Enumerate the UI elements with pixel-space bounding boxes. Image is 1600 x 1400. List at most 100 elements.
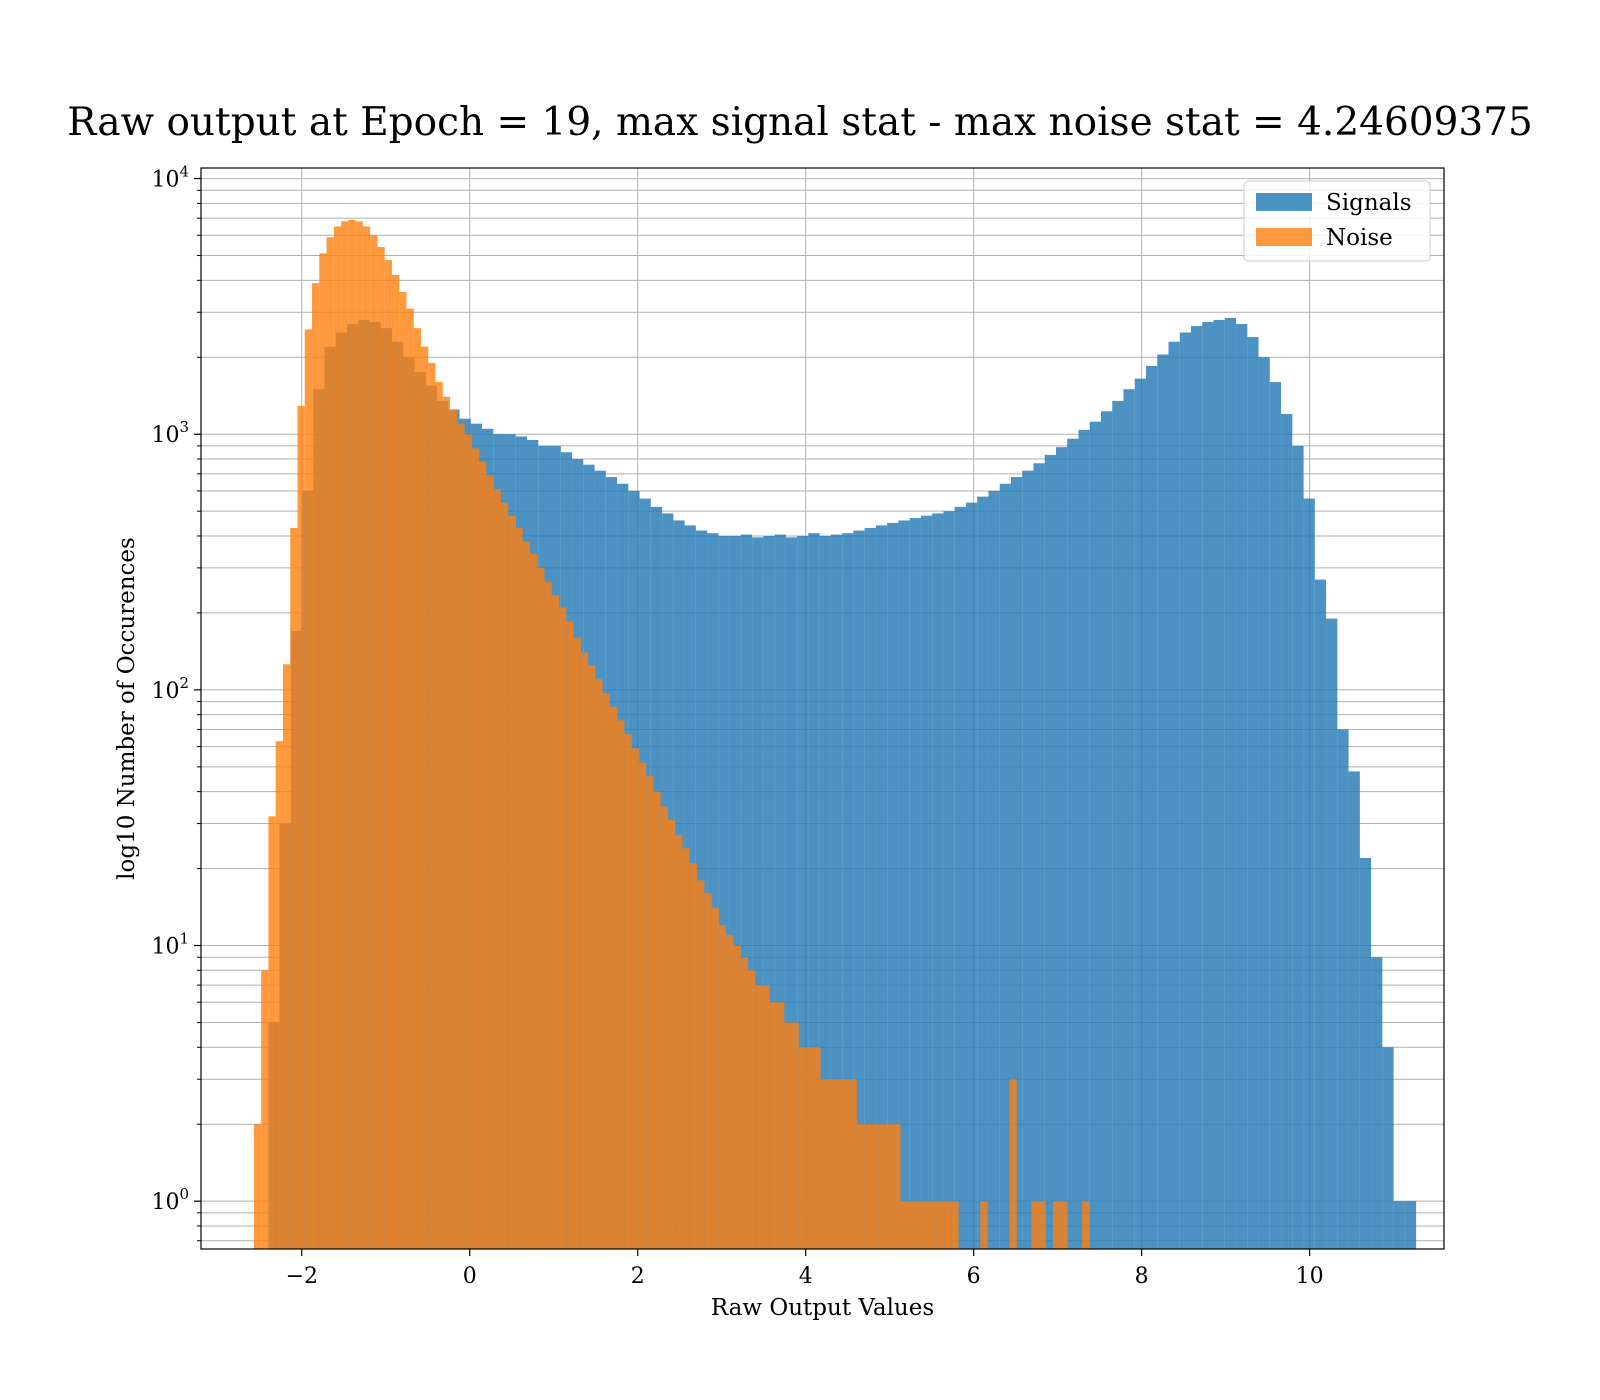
signals-bar bbox=[1393, 1201, 1405, 1249]
noise-bar bbox=[326, 237, 334, 1250]
noise-bar bbox=[835, 1079, 843, 1249]
signals-bar bbox=[887, 522, 899, 1249]
signals-bar bbox=[1055, 447, 1068, 1249]
noise-bar bbox=[878, 1124, 886, 1249]
legend-swatch-noise bbox=[1256, 228, 1312, 246]
noise-bar bbox=[776, 1002, 785, 1249]
noise-bar bbox=[319, 253, 327, 1249]
legend-swatch-signals bbox=[1256, 193, 1312, 211]
noise-bar bbox=[726, 934, 734, 1249]
noise-bars bbox=[253, 219, 1090, 1250]
noise-bar bbox=[1053, 1201, 1061, 1249]
signals-bar bbox=[1123, 389, 1135, 1249]
noise-bar bbox=[515, 527, 523, 1249]
signals-bar bbox=[1224, 317, 1237, 1249]
noise-bar bbox=[529, 554, 538, 1249]
signals-bar bbox=[965, 502, 978, 1250]
noise-bar bbox=[784, 1022, 792, 1249]
noise-bar bbox=[951, 1201, 959, 1249]
noise-bar bbox=[602, 693, 610, 1249]
x-axis-ticks: −2 0 2 4 6 8 10 bbox=[286, 1249, 1324, 1289]
noise-bar bbox=[391, 274, 400, 1249]
noise-bar bbox=[871, 1124, 879, 1249]
signals-bar bbox=[1258, 357, 1270, 1249]
noise-bar bbox=[820, 1079, 828, 1249]
signals-bar bbox=[898, 520, 910, 1249]
signals-bar bbox=[1326, 618, 1338, 1249]
signals-bar bbox=[752, 537, 764, 1249]
noise-bar bbox=[450, 409, 458, 1249]
signals-bar bbox=[1100, 411, 1113, 1250]
noise-bar bbox=[689, 863, 698, 1249]
signals-bar bbox=[707, 533, 719, 1249]
signals-bar bbox=[1146, 365, 1158, 1249]
chart-title: Raw output at Epoch = 19, max signal sta… bbox=[67, 100, 1533, 145]
signals-bar bbox=[943, 511, 955, 1249]
noise-bar bbox=[900, 1201, 908, 1249]
x-tick-label: 0 bbox=[463, 1264, 477, 1289]
signals-bar bbox=[853, 530, 865, 1249]
noise-bar bbox=[929, 1201, 937, 1249]
plot-frame bbox=[200, 167, 1445, 1250]
noise-bar bbox=[413, 328, 422, 1249]
noise-bar bbox=[668, 819, 676, 1249]
signals-bar bbox=[1281, 413, 1293, 1249]
x-axis-label: Raw Output Values bbox=[711, 1295, 934, 1321]
noise-bar bbox=[500, 502, 509, 1250]
noise-bar bbox=[428, 362, 436, 1249]
signals-bar bbox=[1168, 341, 1180, 1249]
noise-bar bbox=[922, 1201, 930, 1249]
noise-bar bbox=[435, 382, 443, 1249]
noise-bar bbox=[406, 308, 414, 1249]
x-tick-label: 6 bbox=[967, 1264, 981, 1289]
noise-bar bbox=[806, 1047, 814, 1249]
noise-bar bbox=[312, 283, 320, 1249]
legend: Signals Noise bbox=[1243, 180, 1431, 262]
noise-bar bbox=[508, 515, 516, 1249]
noise-bar bbox=[261, 970, 269, 1249]
signals-bar bbox=[718, 535, 730, 1249]
signals-bar bbox=[729, 535, 741, 1249]
noise-bar bbox=[1038, 1201, 1046, 1249]
noise-bar bbox=[580, 652, 589, 1249]
signals-bar bbox=[819, 535, 831, 1249]
noise-bar bbox=[740, 957, 748, 1249]
noise-bar bbox=[399, 292, 407, 1249]
signals-bar bbox=[1202, 321, 1214, 1249]
noise-bar bbox=[660, 806, 669, 1249]
noise-bar bbox=[697, 880, 705, 1249]
signals-bar bbox=[1067, 438, 1079, 1249]
noise-bar bbox=[573, 637, 581, 1249]
signals-bar bbox=[740, 534, 753, 1249]
signals-bar bbox=[1382, 1047, 1394, 1249]
noise-bar bbox=[653, 791, 661, 1249]
signals-bar bbox=[1089, 421, 1101, 1249]
x-tick-label: 4 bbox=[799, 1264, 813, 1289]
noise-bar bbox=[944, 1201, 952, 1249]
noise-bar bbox=[638, 762, 647, 1249]
x-tick-label: 8 bbox=[1135, 1264, 1149, 1289]
noise-bar bbox=[333, 226, 342, 1249]
signals-bar bbox=[1033, 463, 1045, 1249]
signals-bar bbox=[1191, 326, 1203, 1249]
noise-bar bbox=[384, 260, 392, 1250]
noise-bar bbox=[718, 925, 727, 1249]
signals-bar bbox=[1404, 1201, 1417, 1249]
noise-bar bbox=[566, 621, 574, 1249]
noise-bar bbox=[798, 1047, 807, 1249]
noise-bar bbox=[421, 346, 429, 1249]
noise-bar bbox=[493, 489, 501, 1250]
signals-bar bbox=[1247, 337, 1259, 1249]
noise-bar bbox=[559, 607, 567, 1249]
noise-bar bbox=[290, 527, 298, 1249]
y-tick-label: 102 bbox=[151, 674, 189, 704]
noise-bar bbox=[704, 893, 712, 1249]
signals-bar bbox=[1236, 323, 1248, 1249]
signals-bar bbox=[1179, 332, 1192, 1249]
noise-bar bbox=[617, 720, 625, 1249]
legend-label-signals: Signals bbox=[1326, 190, 1412, 216]
noise-bar bbox=[479, 461, 487, 1249]
x-tick-label: −2 bbox=[286, 1264, 318, 1289]
signals-bar bbox=[1078, 429, 1090, 1249]
